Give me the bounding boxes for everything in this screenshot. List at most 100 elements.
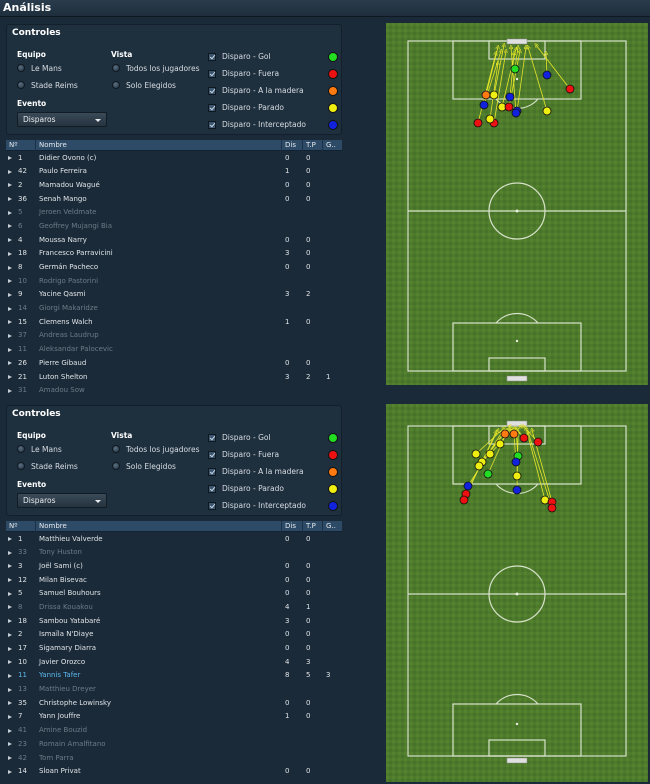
- table-row[interactable]: 8 Drissa Kouakou 4 1: [6, 600, 342, 614]
- table-row[interactable]: 23 Romain Amalfitano: [6, 737, 342, 751]
- shot-marker[interactable]: [547, 503, 557, 513]
- player-name[interactable]: Tom Parra: [39, 753, 74, 762]
- table-row[interactable]: 14 Giorgi Makaridze: [6, 302, 342, 316]
- shot-marker[interactable]: [479, 100, 489, 110]
- expand-arrow-icon[interactable]: [8, 320, 12, 325]
- player-name[interactable]: Moussa Narry: [39, 235, 87, 244]
- col-num[interactable]: Nº: [9, 522, 18, 530]
- table-row[interactable]: 2 Ismaïla N'Diaye 0 0: [6, 628, 342, 642]
- table-row[interactable]: 41 Amine Bouzid: [6, 724, 342, 738]
- table-row[interactable]: 36 Senah Mango 0 0: [6, 192, 342, 206]
- expand-arrow-icon[interactable]: [8, 714, 12, 719]
- expand-arrow-icon[interactable]: [8, 306, 12, 311]
- expand-arrow-icon[interactable]: [8, 279, 12, 284]
- player-name[interactable]: Clemens Walch: [39, 317, 93, 326]
- player-name[interactable]: Amadou Sow: [39, 386, 85, 395]
- expand-arrow-icon[interactable]: [8, 687, 12, 692]
- shot-marker[interactable]: [474, 461, 484, 471]
- team-radio-stade-reims[interactable]: Stade Reims: [17, 460, 78, 472]
- shot-marker[interactable]: [512, 485, 522, 495]
- shot-marker[interactable]: [511, 457, 521, 467]
- expand-arrow-icon[interactable]: [8, 646, 12, 651]
- shot-marker[interactable]: [463, 481, 473, 491]
- expand-arrow-icon[interactable]: [8, 361, 12, 366]
- table-row[interactable]: 17 Sigamary Diarra 0 0: [6, 642, 342, 656]
- shot-marker[interactable]: [542, 106, 552, 116]
- expand-arrow-icon[interactable]: [8, 333, 12, 338]
- shot-marker[interactable]: [519, 433, 529, 443]
- expand-arrow-icon[interactable]: [8, 619, 12, 624]
- player-name[interactable]: Luton Shelton: [39, 372, 88, 381]
- player-name[interactable]: Tony Huston: [39, 548, 82, 557]
- shot-marker[interactable]: [511, 108, 521, 118]
- col-num[interactable]: Nº: [9, 141, 18, 149]
- player-name[interactable]: Paulo Ferreira: [39, 167, 87, 176]
- table-row[interactable]: 14 Sloan Privat 0 0: [6, 765, 342, 779]
- table-row[interactable]: 42 Paulo Ferreira 1 0: [6, 165, 342, 179]
- legend-checkbox-1[interactable]: Disparo - Fuera: [208, 67, 338, 80]
- expand-arrow-icon[interactable]: [8, 238, 12, 243]
- player-name[interactable]: Sambou Yatabaré: [39, 616, 101, 625]
- col-g[interactable]: G..: [326, 141, 336, 149]
- table-row[interactable]: 12 Milan Bisevac 0 0: [6, 573, 342, 587]
- legend-checkbox-4[interactable]: Disparo - Interceptado: [208, 118, 338, 131]
- legend-checkbox-3[interactable]: Disparo - Parado: [208, 101, 338, 114]
- expand-arrow-icon[interactable]: [8, 742, 12, 747]
- expand-arrow-icon[interactable]: [8, 660, 12, 665]
- player-name[interactable]: Milan Bisevac: [39, 575, 87, 584]
- legend-checkbox-3[interactable]: Disparo - Parado: [208, 482, 338, 495]
- player-name[interactable]: Yannis Tafer: [39, 671, 81, 680]
- table-row[interactable]: 5 Samuel Bouhours 0 0: [6, 587, 342, 601]
- checkbox-icon[interactable]: [208, 433, 216, 442]
- shot-marker[interactable]: [485, 114, 495, 124]
- expand-arrow-icon[interactable]: [8, 375, 12, 379]
- checkbox-icon[interactable]: [208, 86, 216, 95]
- col-name[interactable]: Nombre: [39, 522, 67, 530]
- view-radio-all[interactable]: Todos los jugadores: [112, 62, 199, 74]
- expand-arrow-icon[interactable]: [8, 591, 12, 596]
- event-select[interactable]: Disparos: [17, 493, 107, 508]
- player-name[interactable]: Matthieu Valverde: [39, 534, 103, 543]
- table-row[interactable]: 21 Luton Shelton 3 2 1: [6, 370, 342, 384]
- shot-marker[interactable]: [510, 64, 520, 74]
- checkbox-icon[interactable]: [208, 69, 216, 78]
- player-name[interactable]: Germán Pacheco: [39, 263, 99, 271]
- expand-arrow-icon[interactable]: [8, 756, 12, 760]
- player-name[interactable]: Francesco Parravicini: [39, 249, 113, 258]
- shot-marker[interactable]: [500, 429, 510, 439]
- player-name[interactable]: Pierre Gibaud: [39, 358, 87, 367]
- col-g[interactable]: G..: [326, 522, 336, 530]
- legend-checkbox-1[interactable]: Disparo - Fuera: [208, 448, 338, 461]
- table-row[interactable]: 26 Pierre Gibaud 0 0: [6, 356, 342, 370]
- player-name[interactable]: Amine Bouzid: [39, 726, 88, 735]
- checkbox-icon[interactable]: [208, 501, 216, 510]
- col-tp[interactable]: T.P: [306, 141, 316, 149]
- player-name[interactable]: Giorgi Makaridze: [39, 304, 98, 313]
- expand-arrow-icon[interactable]: [8, 183, 12, 188]
- team-radio-stade-reims[interactable]: Stade Reims: [17, 79, 78, 91]
- table-row[interactable]: 10 Javier Orozco 4 3: [6, 655, 342, 669]
- expand-arrow-icon[interactable]: [8, 347, 12, 352]
- player-name[interactable]: Senah Mango: [39, 194, 87, 203]
- shot-marker[interactable]: [505, 92, 515, 102]
- legend-checkbox-0[interactable]: Disparo - Gol: [208, 431, 338, 444]
- player-name[interactable]: Drissa Kouakou: [39, 602, 93, 611]
- expand-arrow-icon[interactable]: [8, 156, 12, 160]
- expand-arrow-icon[interactable]: [8, 251, 12, 256]
- table-row[interactable]: 33 Tony Huston: [6, 546, 342, 560]
- checkbox-icon[interactable]: [208, 467, 216, 476]
- shot-marker[interactable]: [473, 118, 483, 128]
- table-row[interactable]: 13 Matthieu Dreyer: [6, 683, 342, 697]
- table-row[interactable]: 35 Christophe Lowinsky 0 0: [6, 696, 342, 710]
- table-row[interactable]: 7 Yann Jouffre 1 0: [6, 710, 342, 724]
- legend-checkbox-2[interactable]: Disparo - A la madera: [208, 84, 338, 97]
- table-row[interactable]: 18 Sambou Yatabaré 3 0: [6, 614, 342, 628]
- shot-marker[interactable]: [481, 90, 491, 100]
- expand-arrow-icon[interactable]: [8, 632, 12, 637]
- player-name[interactable]: Joël Sami (c): [39, 561, 83, 570]
- table-row[interactable]: 1 Matthieu Valverde 0 0: [6, 532, 342, 546]
- player-name[interactable]: Samuel Bouhours: [39, 589, 101, 598]
- expand-arrow-icon[interactable]: [8, 265, 12, 270]
- player-name[interactable]: Aleksandar Palocevic: [39, 345, 113, 354]
- expand-arrow-icon[interactable]: [8, 388, 12, 393]
